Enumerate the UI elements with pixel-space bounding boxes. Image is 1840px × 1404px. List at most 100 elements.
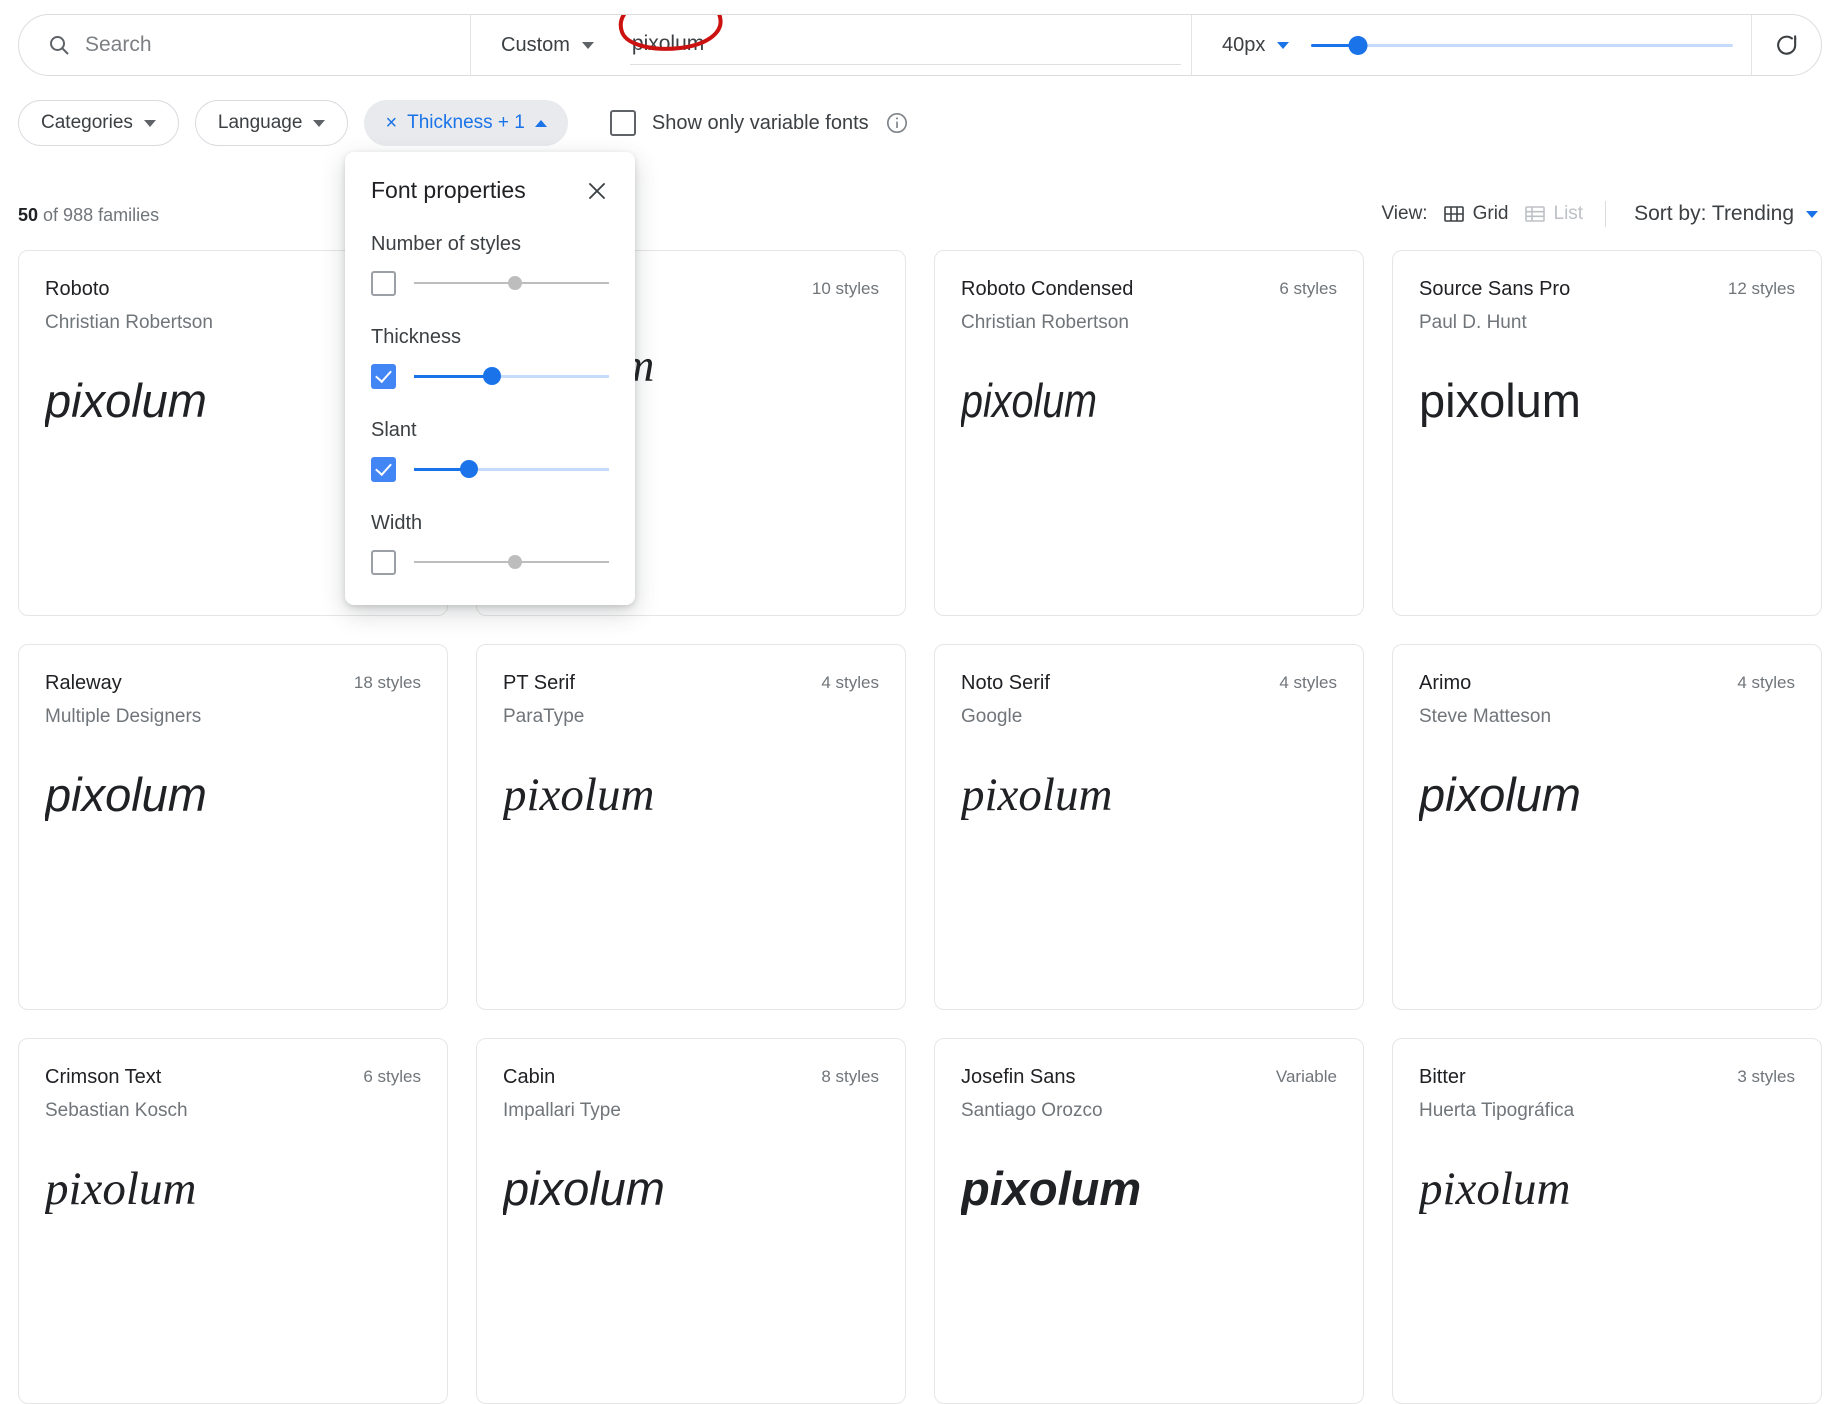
- font-card[interactable]: Josefin Sans Variable Santiago Orozco pixol…: [934, 1038, 1364, 1404]
- reset-preview-button[interactable]: [1751, 15, 1821, 75]
- font-card-header: Noto Serif 4 styles: [961, 671, 1337, 695]
- slider-handle[interactable]: [508, 555, 523, 570]
- property-slider[interactable]: [414, 365, 609, 387]
- font-card-designer: Steve Matteson: [1419, 706, 1552, 727]
- chevron-down-icon: [1277, 41, 1290, 49]
- slider-rail: [414, 374, 609, 378]
- property-slider[interactable]: [414, 458, 609, 480]
- thickness-chip-label: Thickness + 1: [407, 112, 525, 133]
- font-card-styles: Variable: [1275, 1067, 1337, 1086]
- font-card-preview: pixolum: [45, 374, 207, 427]
- property-row: [371, 549, 609, 575]
- font-card-preview: pixolum: [1419, 768, 1581, 821]
- font-card-designer: Huerta Tipográfica: [1419, 1100, 1575, 1121]
- toolbar-pill: Custom 40px: [18, 14, 1822, 76]
- slider-rail: [1311, 43, 1733, 47]
- info-icon[interactable]: [885, 111, 909, 135]
- view-controls: View: Grid List Sort by: Trending: [1381, 201, 1818, 227]
- property-slider[interactable]: [414, 272, 609, 294]
- font-card[interactable]: Crimson Text 6 styles Sebastian Kosch pixol…: [18, 1038, 448, 1404]
- property-checkbox[interactable]: [371, 549, 396, 575]
- font-card-styles: 3 styles: [1737, 1067, 1795, 1086]
- font-card-styles: 6 styles: [1279, 279, 1337, 298]
- font-card[interactable]: Cabin 8 styles Impallari Type pixolum: [476, 1038, 906, 1404]
- property-row: [371, 363, 609, 389]
- font-card[interactable]: Arimo 4 styles Steve Matteson pixolum: [1392, 644, 1822, 1010]
- font-card-name: Cabin: [503, 1066, 556, 1088]
- close-icon[interactable]: [585, 179, 609, 203]
- font-card-name: PT Serif: [503, 672, 575, 694]
- property-checkbox[interactable]: [371, 270, 396, 296]
- thickness-filter-chip[interactable]: × Thickness + 1: [364, 100, 568, 146]
- preview-text-input[interactable]: [629, 25, 1181, 65]
- property-checkbox[interactable]: [371, 456, 396, 482]
- font-card-designer: Impallari Type: [503, 1100, 621, 1121]
- font-card[interactable]: PT Serif 4 styles ParaType pixolum: [476, 644, 906, 1010]
- font-card[interactable]: Raleway 18 styles Multiple Designers pixolu…: [18, 644, 448, 1010]
- font-card[interactable]: Roboto Condensed 6 styles Christian Robert…: [934, 250, 1364, 616]
- font-card-header: PT Serif 4 styles: [503, 671, 879, 695]
- property-checkbox[interactable]: [371, 363, 396, 389]
- font-card-preview: pixolum: [503, 769, 655, 821]
- view-list-button[interactable]: List: [1523, 202, 1583, 226]
- chevron-down-icon: [313, 119, 326, 127]
- search-input[interactable]: [85, 33, 444, 57]
- filter-chip-row: Categories Language × Thickness + 1 Show…: [18, 100, 909, 146]
- categories-filter-chip[interactable]: Categories: [18, 100, 179, 146]
- font-card-header: Raleway 18 styles: [45, 671, 421, 695]
- slider-rail: [414, 467, 609, 471]
- chevron-down-icon: [143, 119, 156, 127]
- font-card-name: Roboto: [45, 278, 110, 300]
- font-card-styles: 8 styles: [821, 1067, 879, 1086]
- preview-text-field-wrap: [618, 15, 1181, 75]
- slider-handle[interactable]: [1348, 35, 1368, 55]
- font-card-header: Roboto Condensed 6 styles: [961, 277, 1337, 301]
- font-card[interactable]: Noto Serif 4 styles Google pixolum: [934, 644, 1364, 1010]
- property-row: [371, 456, 609, 482]
- slider-handle[interactable]: [508, 276, 523, 291]
- slider-handle[interactable]: [459, 460, 478, 479]
- font-card-designer: Google: [961, 706, 1023, 727]
- view-grid-button[interactable]: Grid: [1442, 202, 1509, 226]
- font-card-preview: pixolum: [45, 1163, 197, 1215]
- sort-by-dropdown[interactable]: Sort by: Trending: [1634, 202, 1818, 226]
- font-size-slider[interactable]: [1311, 33, 1733, 57]
- view-label: View:: [1381, 203, 1428, 224]
- font-card-header: Josefin Sans Variable: [961, 1065, 1337, 1089]
- variable-fonts-checkbox[interactable]: [609, 110, 636, 136]
- font-card-styles: 6 styles: [363, 1067, 421, 1086]
- font-card-designer: Paul D. Hunt: [1419, 312, 1527, 333]
- property-slider[interactable]: [414, 551, 609, 573]
- slider-handle[interactable]: [483, 367, 501, 386]
- list-icon: [1524, 206, 1545, 222]
- preview-mode-dropdown[interactable]: Custom: [495, 28, 604, 63]
- variable-fonts-label: Show only variable fonts: [651, 111, 869, 134]
- categories-label: Categories: [41, 112, 133, 133]
- font-card[interactable]: Source Sans Pro 12 styles Paul D. Hunt pixo…: [1392, 250, 1822, 616]
- property-label: Slant: [371, 419, 417, 442]
- font-property-width: Width: [371, 512, 609, 575]
- font-size-dropdown[interactable]: 40px: [1218, 28, 1293, 63]
- font-card-name: Arimo: [1419, 672, 1472, 694]
- close-icon[interactable]: ×: [385, 112, 398, 134]
- font-card-header: Bitter 3 styles: [1419, 1065, 1795, 1089]
- preview-segment: Custom: [471, 15, 1191, 75]
- font-card-designer: Santiago Orozco: [961, 1100, 1103, 1121]
- preview-mode-label: Custom: [501, 33, 570, 56]
- language-filter-chip[interactable]: Language: [194, 100, 349, 146]
- font-card-designer: Multiple Designers: [45, 706, 202, 727]
- font-card-name: Bitter: [1419, 1066, 1466, 1088]
- font-card-name: Source Sans Pro: [1419, 278, 1571, 300]
- chevron-down-icon: [1806, 210, 1818, 218]
- font-card[interactable]: Bitter 3 styles Huerta Tipográfica pixolum: [1392, 1038, 1822, 1404]
- property-label: Number of styles: [371, 233, 522, 256]
- font-card-styles: 4 styles: [1279, 673, 1337, 692]
- variable-fonts-toggle[interactable]: Show only variable fonts: [609, 110, 909, 136]
- font-card-grid: Roboto Christian Robertson pixolum 10 style…: [18, 250, 1822, 1404]
- font-card-preview: pixolum: [1419, 1163, 1571, 1215]
- font-card-preview: pixolum: [503, 1162, 665, 1215]
- font-card-name: Noto Serif: [961, 672, 1050, 694]
- search-segment[interactable]: [19, 15, 471, 75]
- property-label: Width: [371, 512, 423, 535]
- language-label: Language: [217, 112, 303, 133]
